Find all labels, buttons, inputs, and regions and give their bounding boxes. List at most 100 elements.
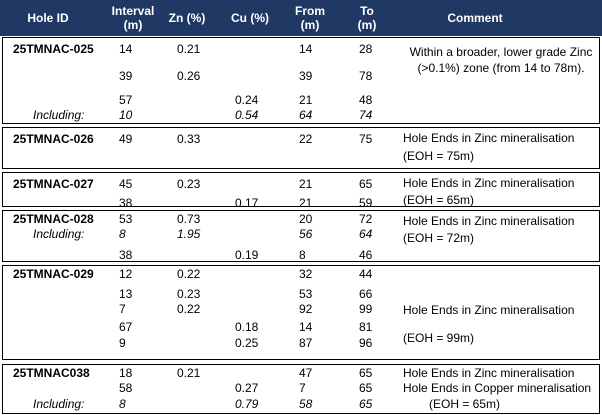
comment-text: (EOH = 99m) [403, 331, 475, 345]
to-value: 59 [359, 196, 373, 210]
from-value: 64 [299, 108, 313, 122]
zn-value: 0.26 [177, 69, 201, 83]
interval-value: 10 [119, 108, 133, 122]
zn-value: 1.95 [177, 227, 201, 241]
hole-block: 25TMNAC-028 53 0.73 20 72 Including: 8 1.95 56 64… [2, 210, 600, 262]
from-value: 21 [299, 196, 313, 210]
from-value: 58 [299, 397, 313, 411]
interval-value: 49 [119, 132, 133, 146]
header-interval: Interval (m) [111, 4, 155, 32]
comment-text: Hole Ends in Zinc mineralisation [403, 176, 575, 190]
to-value: 28 [359, 42, 373, 56]
comment-text: Hole Ends in Zinc mineralisation [403, 214, 575, 228]
header-hole-id: Hole ID [27, 11, 69, 25]
comment-text: Hole Ends in Zinc mineralisation [403, 303, 575, 317]
to-value: 81 [359, 320, 373, 334]
interval-value: 58 [119, 381, 133, 395]
including-label: Including: [33, 227, 85, 241]
from-value: 92 [299, 302, 313, 316]
header-to: To (m) [357, 4, 377, 32]
zn-value: 0.73 [177, 212, 201, 226]
to-value: 74 [359, 108, 373, 122]
header-zn: Zn (%) [168, 11, 206, 25]
from-value: 39 [299, 69, 313, 83]
to-value: 75 [359, 132, 373, 146]
interval-value: 53 [119, 212, 133, 226]
hole-block: 25TMNAC038 18 0.21 47 65 58 0.27 7 65 Including: 8… [2, 364, 600, 414]
from-value: 32 [299, 267, 313, 281]
cu-value: 0.27 [235, 381, 259, 395]
interval-value: 45 [119, 177, 133, 191]
from-value: 56 [299, 227, 313, 241]
cu-value: 0.19 [235, 248, 259, 262]
from-value: 14 [299, 42, 313, 56]
cu-value: 0.79 [235, 397, 259, 411]
comment-text: Within a broader, lower grade Zinc (>0.1… [409, 45, 593, 75]
interval-value: 7 [119, 302, 126, 316]
hole-id: 25TMNAC-025 [13, 42, 94, 56]
header-cu: Cu (%) [231, 11, 269, 25]
zn-value: 0.21 [177, 42, 201, 56]
header-comment: Comment [447, 11, 503, 25]
hole-id: 25TMNAC038 [13, 366, 90, 380]
hole-block: 25TMNAC-026 49 0.33 22 75 Hole Ends in Zinc m… [2, 127, 600, 169]
hole-block: 25TMNAC-025 14 0.21 14 28 39 0.26 39 78 57 0.24 21 4… [2, 37, 600, 124]
interval-value: 18 [119, 366, 133, 380]
interval-value: 39 [119, 69, 133, 83]
zn-value: 0.22 [177, 267, 201, 281]
including-label: Including: [33, 108, 85, 122]
to-value: 48 [359, 93, 373, 107]
from-value: 47 [299, 366, 313, 380]
zn-value: 0.21 [177, 366, 201, 380]
interval-value: 9 [119, 336, 126, 350]
interval-value: 13 [119, 287, 133, 301]
from-value: 20 [299, 212, 313, 226]
zn-value: 0.23 [177, 287, 201, 301]
to-value: 72 [359, 212, 373, 226]
interval-value: 14 [119, 42, 133, 56]
table-header: Hole ID Interval (m) Zn (%) Cu (%) From … [0, 0, 602, 36]
hole-id: 25TMNAC-027 [13, 177, 94, 191]
zn-value: 0.22 [177, 302, 201, 316]
from-value: 7 [299, 381, 306, 395]
comment-text: (EOH = 65m) [403, 193, 475, 207]
comment-text: Hole Ends in Copper mineralisation [403, 381, 592, 395]
cu-value: 0.18 [235, 320, 259, 334]
to-value: 66 [359, 287, 373, 301]
to-value: 65 [359, 397, 373, 411]
interval-value: 38 [119, 196, 133, 210]
from-value: 21 [299, 93, 313, 107]
header-from: From (m) [295, 4, 325, 32]
from-value: 87 [299, 336, 313, 350]
hole-id: 25TMNAC-028 [13, 212, 94, 226]
to-value: 64 [359, 227, 373, 241]
to-value: 65 [359, 381, 373, 395]
from-value: 22 [299, 132, 313, 146]
to-value: 96 [359, 336, 373, 350]
comment-text: (EOH = 75m) [403, 149, 475, 163]
interval-value: 12 [119, 267, 133, 281]
including-label: Including: [33, 397, 85, 411]
to-value: 99 [359, 302, 373, 316]
interval-value: 38 [119, 248, 133, 262]
cu-value: 0.24 [235, 93, 259, 107]
comment-text: Hole Ends in Zinc mineralisation [403, 366, 575, 380]
comment-text: (EOH = 72m) [403, 231, 475, 245]
to-value: 78 [359, 69, 373, 83]
comment-text: (EOH = 65m) [429, 397, 501, 411]
to-value: 65 [359, 366, 373, 380]
from-value: 8 [299, 248, 306, 262]
interval-value: 57 [119, 93, 133, 107]
to-value: 44 [359, 267, 373, 281]
from-value: 53 [299, 287, 313, 301]
cu-value: 0.54 [235, 108, 259, 122]
hole-block: 25TMNAC-029 12 0.22 32 44 13 0.23 53 66 7 0.22 92 99… [2, 265, 600, 360]
to-value: 46 [359, 248, 373, 262]
from-value: 14 [299, 320, 313, 334]
comment-text: Hole Ends in Zinc mineralisation [403, 131, 575, 145]
hole-block: 25TMNAC-027 45 0.23 21 65 38 0.17 21 59 Hole Ends… [2, 172, 600, 210]
interval-value: 8 [119, 227, 126, 241]
from-value: 21 [299, 177, 313, 191]
hole-id: 25TMNAC-026 [13, 132, 94, 146]
hole-id: 25TMNAC-029 [13, 267, 94, 281]
